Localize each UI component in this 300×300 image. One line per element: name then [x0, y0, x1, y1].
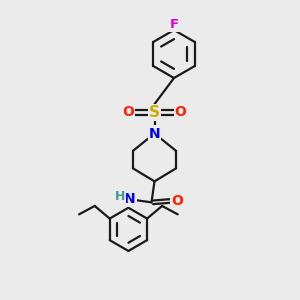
Text: O: O [171, 194, 183, 208]
Text: H: H [115, 190, 125, 203]
Text: O: O [122, 106, 134, 119]
Text: O: O [175, 106, 187, 119]
Text: N: N [124, 192, 136, 206]
Text: N: N [149, 127, 160, 140]
Text: F: F [169, 18, 178, 31]
Text: S: S [149, 105, 160, 120]
